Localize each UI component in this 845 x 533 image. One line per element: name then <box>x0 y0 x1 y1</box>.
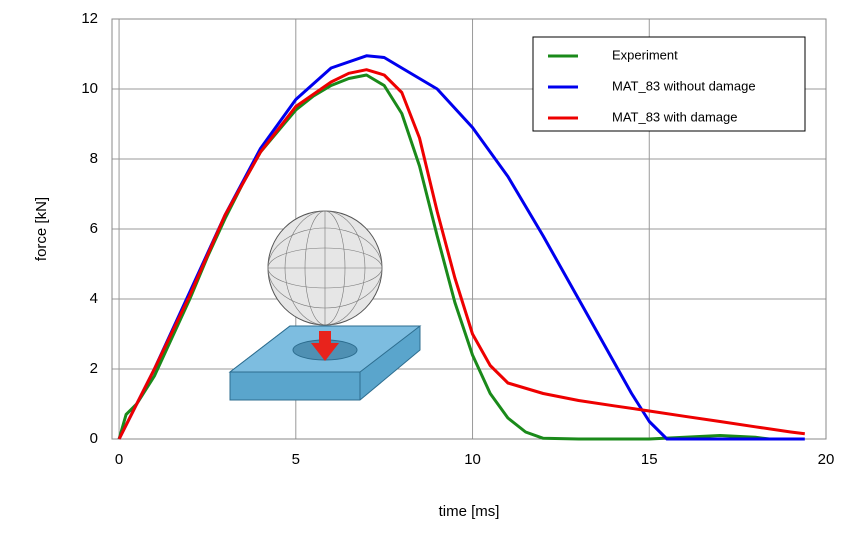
legend-label: Experiment <box>612 47 678 62</box>
legend: Experiment MAT_83 without damage MAT_83 wi… <box>532 36 806 132</box>
series-line <box>117 68 805 440</box>
lines <box>117 54 805 441</box>
arrow-shaft <box>319 331 331 345</box>
x-tick-label: 10 <box>464 451 481 468</box>
y-tick-label: 0 <box>90 430 98 447</box>
x-tick-label: 5 <box>292 451 300 468</box>
y-tick-label: 10 <box>81 80 98 97</box>
x-tick-label: 20 <box>818 451 835 468</box>
y-tick-label: 6 <box>90 220 98 237</box>
plot-frame <box>111 18 827 440</box>
legend-label: MAT_83 with damage <box>612 109 738 124</box>
y-tick-label: 8 <box>90 150 98 167</box>
sphere-mesh <box>267 210 383 326</box>
y-tick-label: 12 <box>81 10 98 27</box>
grid <box>112 18 827 440</box>
y-axis-label: force [kN] <box>33 197 50 261</box>
y-tick-label: 2 <box>90 360 98 377</box>
x-axis-label: time [ms] <box>439 503 500 520</box>
arrow-head <box>311 343 339 361</box>
x-tick-label: 15 <box>641 451 658 468</box>
x-tick-label: 0 <box>115 451 123 468</box>
inset-illustration <box>228 210 422 401</box>
y-tick-label: 4 <box>90 290 98 307</box>
legend-box <box>532 36 806 132</box>
legend-label: MAT_83 without damage <box>612 78 756 93</box>
